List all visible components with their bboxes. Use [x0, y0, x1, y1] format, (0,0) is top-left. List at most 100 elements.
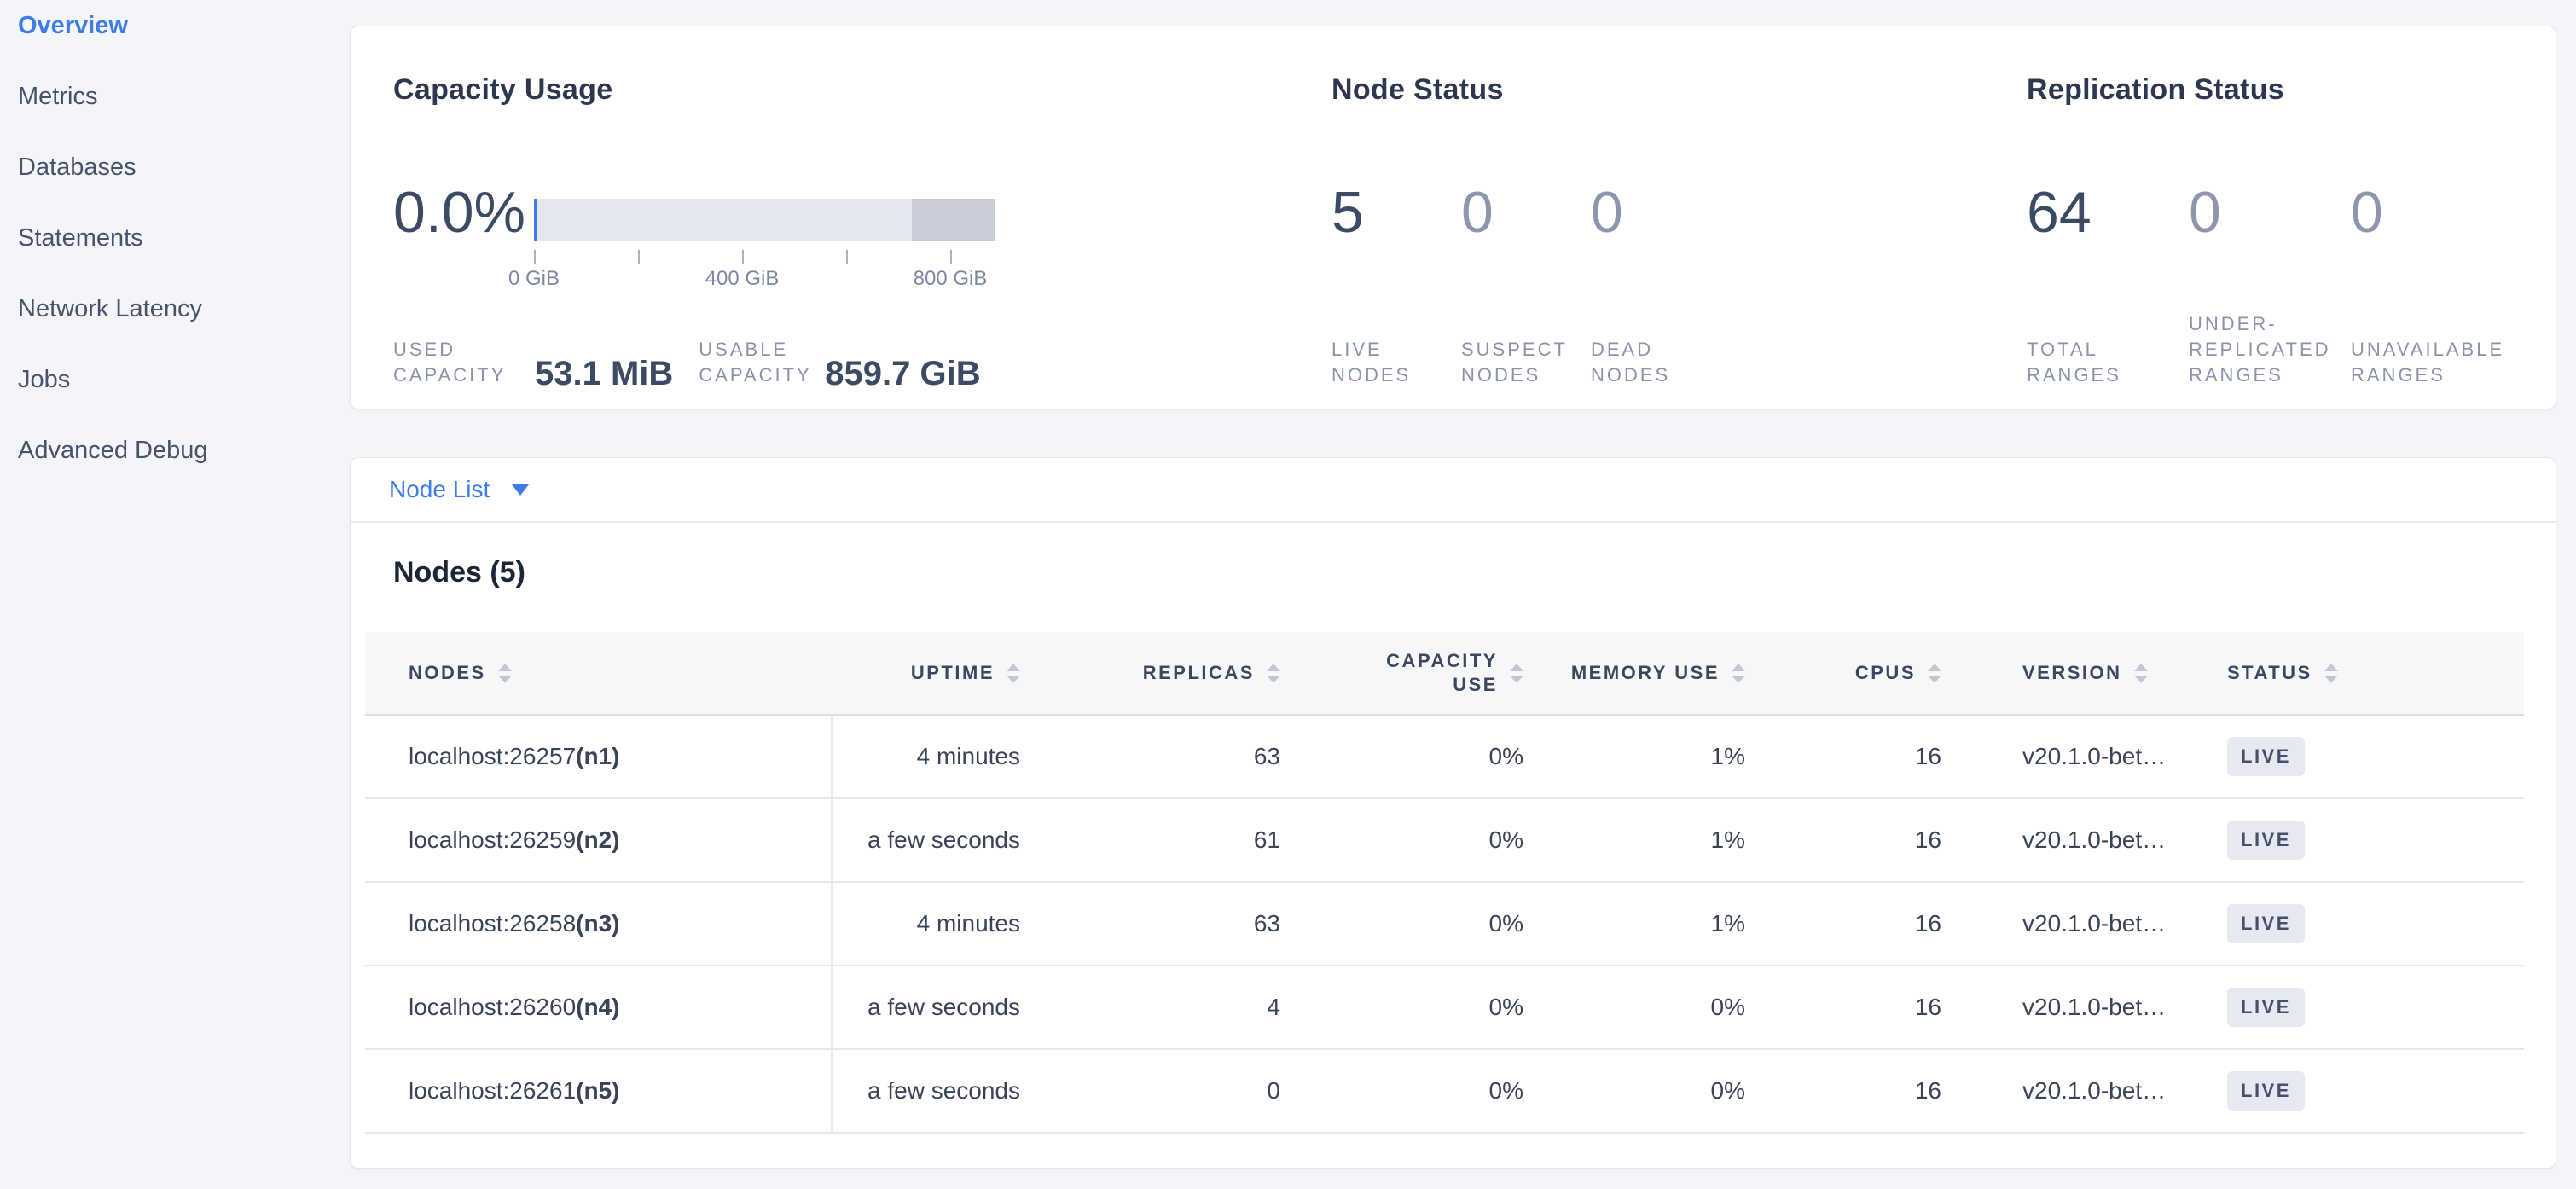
cell-memory-use: 1% — [1710, 910, 1745, 937]
capacity-axis-labels: 0 GiB 400 GiB 800 GiB — [508, 267, 995, 293]
used-capacity-value: 53.1 MiB — [535, 355, 674, 392]
node-list-dropdown[interactable]: Node List — [389, 476, 530, 503]
sort-icon — [1267, 663, 1280, 683]
cell-replicas: 63 — [1253, 743, 1280, 769]
replication-status-section: Replication Status 64 TOTAL RANGES 0 UNDER-… — [2027, 26, 2573, 388]
column-header-memory-use[interactable]: MEMORY USE — [1570, 632, 1788, 714]
nodes-table-header: NODES UPTIME REPLICAS CAPACITY USE MEMORY US… — [365, 632, 2524, 716]
sort-down-arrow — [497, 675, 512, 683]
cell-node-address: localhost:26261 (n5) — [365, 1050, 833, 1132]
node-id: (n1) — [576, 743, 620, 769]
stat-value: 0 — [1591, 180, 1623, 245]
cell-replicas: 61 — [1253, 826, 1280, 853]
sort-down-arrow — [2133, 675, 2148, 683]
column-header-version[interactable]: VERSION — [1988, 632, 2197, 714]
cell-replicas: 63 — [1253, 910, 1280, 937]
sort-up-arrow — [1007, 663, 1020, 671]
usable-capacity-label: USABLE CAPACITY — [699, 339, 812, 386]
node-id: (n2) — [576, 826, 620, 853]
capacity-axis-ticks — [534, 250, 995, 264]
cell-cpus: 16 — [1914, 1077, 1941, 1104]
status-badge-live: LIVE — [2227, 988, 2305, 1027]
cell-node-address: localhost:26260 (n4) — [365, 966, 833, 1048]
cell-version: v20.1.0-bet… — [2022, 994, 2167, 1020]
cell-node-address: localhost:26258 (n3) — [365, 883, 833, 965]
stat-live-nodes: 5 LIVE NODES — [1332, 171, 1461, 388]
column-header-capacity-use[interactable]: CAPACITY USE — [1314, 632, 1570, 714]
sidebar-item-databases[interactable]: Databases — [18, 154, 136, 181]
table-row-n4[interactable]: localhost:26260 (n4) a few seconds 4 0% 0% 16… — [365, 966, 2524, 1050]
node-address: localhost:26258 — [409, 910, 577, 937]
table-row-n5[interactable]: localhost:26261 (n5) a few seconds 0 0% 0% 16… — [365, 1050, 2524, 1134]
sort-down-arrow — [1928, 675, 1941, 683]
sort-up-arrow — [1928, 663, 1941, 671]
sort-icon — [2133, 663, 2148, 683]
usable-capacity-value: 859.7 GiB — [825, 355, 981, 392]
sidebar-item-statements[interactable]: Statements — [18, 224, 143, 252]
table-row-n2[interactable]: localhost:26259 (n2) a few seconds 61 0% 1% 1… — [365, 799, 2524, 883]
sort-icon — [1007, 663, 1020, 683]
column-header-cpus[interactable]: CPUS — [1788, 632, 1988, 714]
stat-label-wrap: TOTAL RANGES — [2027, 253, 2189, 388]
stat-label: UNAVAILABLE RANGES — [2351, 339, 2505, 386]
capacity-usage-section: Capacity Usage 0.0% 0 GiB 400 GiB 800 GiB … — [393, 26, 1314, 392]
stat-value: 0 — [2189, 180, 2221, 245]
column-header-nodes[interactable]: NODES — [365, 632, 833, 714]
sort-down-arrow — [1732, 675, 1745, 683]
capacity-bar-reserved-segment — [911, 199, 995, 241]
sidebar-item-jobs[interactable]: Jobs — [18, 366, 71, 393]
column-header-label: MEMORY USE — [1570, 662, 1720, 683]
cell-memory-use: 0% — [1710, 994, 1745, 1020]
replication-status-title: Replication Status — [2027, 73, 2285, 106]
column-header-uptime[interactable]: UPTIME — [833, 632, 1046, 714]
axis-tick — [638, 250, 640, 264]
status-badge-live: LIVE — [2227, 737, 2305, 776]
cell-memory-use: 0% — [1710, 1077, 1745, 1104]
node-status-section: Node Status 5 LIVE NODES 0 SUSPECT NODES 0 DE… — [1332, 26, 1860, 388]
capacity-gauge: 0.0% 0 GiB 400 GiB 800 GiB — [393, 171, 1314, 293]
column-header-label: STATUS — [2227, 662, 2312, 683]
cell-uptime: a few seconds — [867, 826, 1020, 853]
stat-label-wrap: UNDER-REPLICATED RANGES — [2189, 253, 2351, 388]
node-id: (n5) — [576, 1077, 620, 1104]
stat-label: UNDER-REPLICATED RANGES — [2189, 313, 2331, 386]
sort-icon — [2324, 663, 2338, 683]
cell-replicas: 0 — [1267, 1077, 1280, 1104]
sidebar-item-advanced-debug[interactable]: Advanced Debug — [18, 437, 208, 464]
sidebar-item-overview[interactable]: Overview — [18, 12, 128, 39]
stat-value: 5 — [1332, 180, 1364, 245]
column-header-label: NODES — [409, 662, 486, 683]
stat-label: SUSPECT NODES — [1461, 339, 1568, 386]
nodes-table: NODES UPTIME REPLICAS CAPACITY USE MEMORY US… — [365, 632, 2524, 1134]
cell-uptime: a few seconds — [867, 994, 1020, 1020]
cell-version: v20.1.0-bet… — [2022, 743, 2167, 769]
column-header-status[interactable]: STATUS — [2197, 632, 2524, 714]
sidebar-item-metrics[interactable]: Metrics — [18, 83, 98, 110]
capacity-usage-title: Capacity Usage — [393, 73, 613, 106]
axis-tick-label: 800 GiB — [913, 267, 988, 290]
nodes-heading: Nodes (5) — [393, 556, 525, 589]
node-address: localhost:26257 — [409, 743, 577, 769]
cell-memory-use: 1% — [1710, 826, 1745, 853]
stat-value: 64 — [2027, 180, 2092, 245]
stat-label: DEAD NODES — [1591, 339, 1671, 386]
sort-down-arrow — [1267, 675, 1280, 683]
table-row-n3[interactable]: localhost:26258 (n3) 4 minutes 63 0% 1% 16 v20… — [365, 883, 2524, 966]
capacity-stats-row: USED CAPACITY 53.1 MiB USABLE CAPACITY 8… — [393, 337, 1314, 392]
axis-tick — [950, 250, 952, 264]
node-address: localhost:26260 — [409, 994, 577, 1020]
node-id: (n4) — [576, 994, 620, 1020]
table-row-n1[interactable]: localhost:26257 (n1) 4 minutes 63 0% 1% 16 v20… — [365, 716, 2524, 799]
stat-value: 0 — [1461, 180, 1494, 245]
node-address: localhost:26259 — [409, 826, 577, 853]
sidebar-item-network-latency[interactable]: Network Latency — [18, 295, 202, 322]
cell-capacity-use: 0% — [1488, 994, 1523, 1020]
node-status-stats: 5 LIVE NODES 0 SUSPECT NODES 0 DEAD NODES — [1332, 171, 1860, 388]
stat-unavailable-ranges: 0 UNAVAILABLE RANGES — [2351, 171, 2547, 388]
node-list-dropdown-label: Node List — [389, 476, 490, 502]
chevron-down-icon — [512, 484, 530, 496]
cell-status: LIVE — [2197, 799, 2524, 881]
capacity-bar-track — [534, 199, 995, 241]
column-header-replicas[interactable]: REPLICAS — [1046, 632, 1314, 714]
